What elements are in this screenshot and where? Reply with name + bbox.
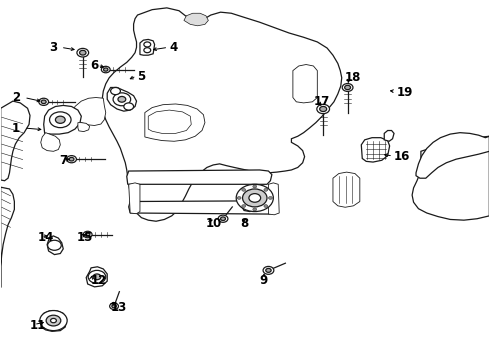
Circle shape [79,50,86,55]
Text: 18: 18 [345,71,362,84]
Circle shape [264,188,268,191]
Polygon shape [129,183,140,214]
Circle shape [237,197,241,199]
Circle shape [111,87,121,95]
Circle shape [83,231,92,238]
Circle shape [144,48,151,53]
Polygon shape [129,201,277,214]
Text: 14: 14 [37,231,54,244]
Circle shape [48,240,61,250]
Polygon shape [107,87,137,111]
Circle shape [266,269,271,273]
Circle shape [218,215,228,222]
Polygon shape [0,187,14,288]
Circle shape [67,156,76,163]
Polygon shape [412,136,490,220]
Circle shape [112,305,116,308]
Circle shape [253,185,257,188]
Circle shape [69,157,74,161]
Text: 4: 4 [169,41,177,54]
Circle shape [101,66,110,73]
Circle shape [242,204,245,207]
Text: 15: 15 [76,231,93,244]
Polygon shape [78,123,90,132]
Text: 6: 6 [90,59,98,72]
Circle shape [85,233,90,236]
Circle shape [317,104,330,114]
Circle shape [220,217,225,221]
Text: 17: 17 [314,95,330,108]
Circle shape [40,311,67,330]
Text: 9: 9 [260,274,268,287]
Circle shape [50,319,56,323]
Circle shape [39,98,49,105]
Circle shape [110,303,119,310]
Circle shape [55,116,65,123]
Circle shape [242,188,245,191]
Circle shape [342,84,353,91]
Circle shape [263,266,274,274]
Polygon shape [269,183,279,215]
Circle shape [243,189,267,207]
Circle shape [49,112,71,128]
Polygon shape [361,138,390,162]
Polygon shape [293,64,318,103]
Polygon shape [148,110,191,134]
Text: 7: 7 [59,154,68,167]
Text: 3: 3 [49,41,57,54]
Polygon shape [145,104,205,141]
Circle shape [264,204,268,207]
Polygon shape [41,311,67,331]
Circle shape [113,93,131,106]
Text: 13: 13 [111,301,127,314]
Text: 8: 8 [240,216,248,230]
Circle shape [41,100,46,104]
Circle shape [88,270,106,283]
Polygon shape [47,236,63,255]
Circle shape [319,107,327,112]
Text: 16: 16 [394,150,411,163]
Circle shape [77,48,89,57]
Circle shape [46,315,61,326]
Polygon shape [184,13,208,26]
Circle shape [269,197,272,199]
Polygon shape [384,131,394,141]
Circle shape [344,85,350,90]
Circle shape [118,96,126,102]
Polygon shape [86,267,107,287]
Text: 12: 12 [91,274,107,287]
Text: 2: 2 [12,91,20,104]
Polygon shape [240,185,269,212]
Polygon shape [127,170,272,184]
Polygon shape [41,133,60,151]
Polygon shape [44,105,81,134]
Circle shape [236,184,273,212]
Circle shape [253,208,257,211]
Text: 5: 5 [138,69,146,82]
Text: 10: 10 [206,216,222,230]
Polygon shape [73,98,106,126]
Polygon shape [0,101,30,181]
Text: 1: 1 [12,122,20,135]
Polygon shape [140,40,155,55]
Circle shape [144,42,151,47]
Text: 19: 19 [396,86,413,99]
Polygon shape [416,133,490,178]
Polygon shape [333,172,360,207]
Circle shape [103,68,108,71]
Circle shape [93,274,101,280]
Text: 11: 11 [30,319,46,332]
Circle shape [124,103,134,110]
Polygon shape [102,8,342,221]
Circle shape [249,194,261,202]
